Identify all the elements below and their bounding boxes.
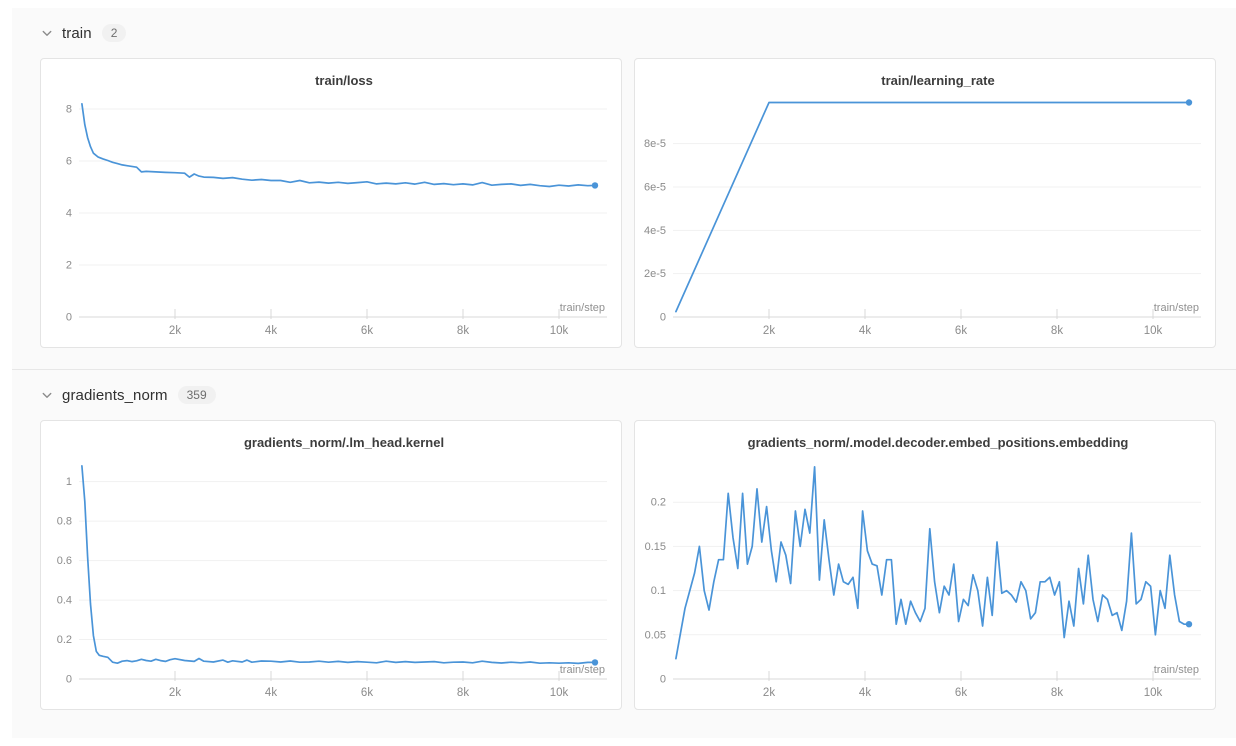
section-header-gradients-norm[interactable]: gradients_norm 359 (40, 384, 1216, 406)
svg-text:10k: 10k (1144, 687, 1163, 699)
section-title: train (62, 24, 92, 42)
section-train: train 2 train/loss 0 2 4 6 8 2k 4k 6k 8k 10k train… (12, 8, 1236, 369)
svg-text:10k: 10k (550, 687, 569, 699)
svg-text:6: 6 (66, 156, 72, 168)
svg-text:2k: 2k (763, 687, 775, 699)
line-chart-svg: 0 0.05 0.1 0.15 0.2 2k 4k 6k 8k 10k train/step (645, 465, 1201, 699)
svg-text:6e-5: 6e-5 (644, 182, 666, 194)
chart-panel-embed-positions-embedding: gradients_norm/.model.decoder.embed_posi… (634, 420, 1216, 710)
svg-text:8: 8 (66, 104, 72, 116)
svg-text:8k: 8k (457, 687, 469, 699)
svg-text:8k: 8k (1051, 687, 1063, 699)
svg-text:0.2: 0.2 (57, 634, 72, 646)
svg-text:0: 0 (66, 674, 72, 686)
svg-text:2: 2 (66, 260, 72, 272)
svg-text:0.8: 0.8 (57, 516, 72, 528)
chevron-down-icon[interactable] (40, 388, 54, 402)
chart-count-badge: 2 (101, 24, 127, 42)
svg-text:0: 0 (660, 674, 666, 686)
svg-text:8k: 8k (1051, 325, 1063, 337)
chart-title: train/learning_rate (881, 73, 995, 88)
svg-text:2k: 2k (763, 325, 775, 337)
svg-text:train/step: train/step (560, 302, 605, 314)
svg-text:4k: 4k (859, 325, 871, 337)
svg-text:6k: 6k (361, 325, 373, 337)
line-chart-svg: 0 2 4 6 8 2k 4k 6k 8k 10k train/step (66, 102, 607, 337)
svg-text:8e-5: 8e-5 (644, 138, 666, 150)
svg-text:10k: 10k (550, 325, 569, 337)
metrics-workspace: train 2 train/loss 0 2 4 6 8 2k 4k 6k 8k 10k train… (12, 8, 1236, 738)
svg-text:4k: 4k (265, 325, 277, 337)
chart-count-badge: 359 (177, 386, 216, 404)
chart-title: gradients_norm/.model.decoder.embed_posi… (747, 435, 1129, 450)
chevron-down-icon[interactable] (40, 26, 54, 40)
svg-text:train/step: train/step (1154, 664, 1199, 676)
svg-text:0.2: 0.2 (651, 497, 666, 509)
svg-text:4: 4 (66, 208, 72, 220)
line-chart-plot[interactable]: 0 0.2 0.4 0.6 0.8 1 2k 4k 6k 8k 10k train/step (41, 450, 621, 709)
svg-text:6k: 6k (361, 687, 373, 699)
svg-text:0: 0 (660, 312, 666, 324)
svg-text:4e-5: 4e-5 (644, 225, 666, 237)
chart-panel-train-learning-rate: train/learning_rate 0 2e-5 4e-5 6e-5 8e-5 2k 4… (634, 58, 1216, 348)
svg-text:0.4: 0.4 (57, 595, 72, 607)
section-title: gradients_norm (62, 386, 168, 404)
section-header-train[interactable]: train 2 (40, 22, 1216, 44)
svg-text:train/step: train/step (560, 664, 605, 676)
svg-text:1: 1 (66, 476, 72, 488)
svg-text:2k: 2k (169, 325, 181, 337)
chart-panel-train-loss: train/loss 0 2 4 6 8 2k 4k 6k 8k 10k train/step (40, 58, 622, 348)
chart-title: gradients_norm/.lm_head.kernel (243, 435, 445, 450)
svg-text:6k: 6k (955, 325, 967, 337)
svg-text:0: 0 (66, 312, 72, 324)
line-chart-svg: 0 2e-5 4e-5 6e-5 8e-5 2k 4k 6k 8k 10k train/step (644, 99, 1201, 337)
chart-title: train/loss (315, 73, 373, 88)
svg-text:train/step: train/step (1154, 302, 1199, 314)
svg-text:10k: 10k (1144, 325, 1163, 337)
svg-text:2e-5: 2e-5 (644, 268, 666, 280)
svg-text:0.15: 0.15 (645, 541, 666, 553)
svg-text:2k: 2k (169, 687, 181, 699)
svg-text:4k: 4k (265, 687, 277, 699)
svg-text:4k: 4k (859, 687, 871, 699)
chart-panel-lm-head-kernel: gradients_norm/.lm_head.kernel 0 0.2 0.4 0.… (40, 420, 622, 710)
svg-text:0.1: 0.1 (651, 585, 666, 597)
line-chart-plot[interactable]: 0 2e-5 4e-5 6e-5 8e-5 2k 4k 6k 8k 10k train/step (635, 88, 1215, 347)
svg-text:6k: 6k (955, 687, 967, 699)
line-chart-svg: 0 0.2 0.4 0.6 0.8 1 2k 4k 6k 8k 10k train/step (57, 465, 607, 699)
line-chart-plot[interactable]: 0 0.05 0.1 0.15 0.2 2k 4k 6k 8k 10k train/step (635, 450, 1215, 709)
svg-text:0.6: 0.6 (57, 555, 72, 567)
section-gradients-norm: gradients_norm 359 gradients_norm/.lm_he… (12, 369, 1236, 731)
svg-text:8k: 8k (457, 325, 469, 337)
line-chart-plot[interactable]: 0 2 4 6 8 2k 4k 6k 8k 10k train/step (41, 88, 621, 347)
charts-row: train/loss 0 2 4 6 8 2k 4k 6k 8k 10k train/step tr… (40, 58, 1216, 348)
svg-text:0.05: 0.05 (645, 629, 666, 641)
charts-row: gradients_norm/.lm_head.kernel 0 0.2 0.4 0.… (40, 420, 1216, 710)
